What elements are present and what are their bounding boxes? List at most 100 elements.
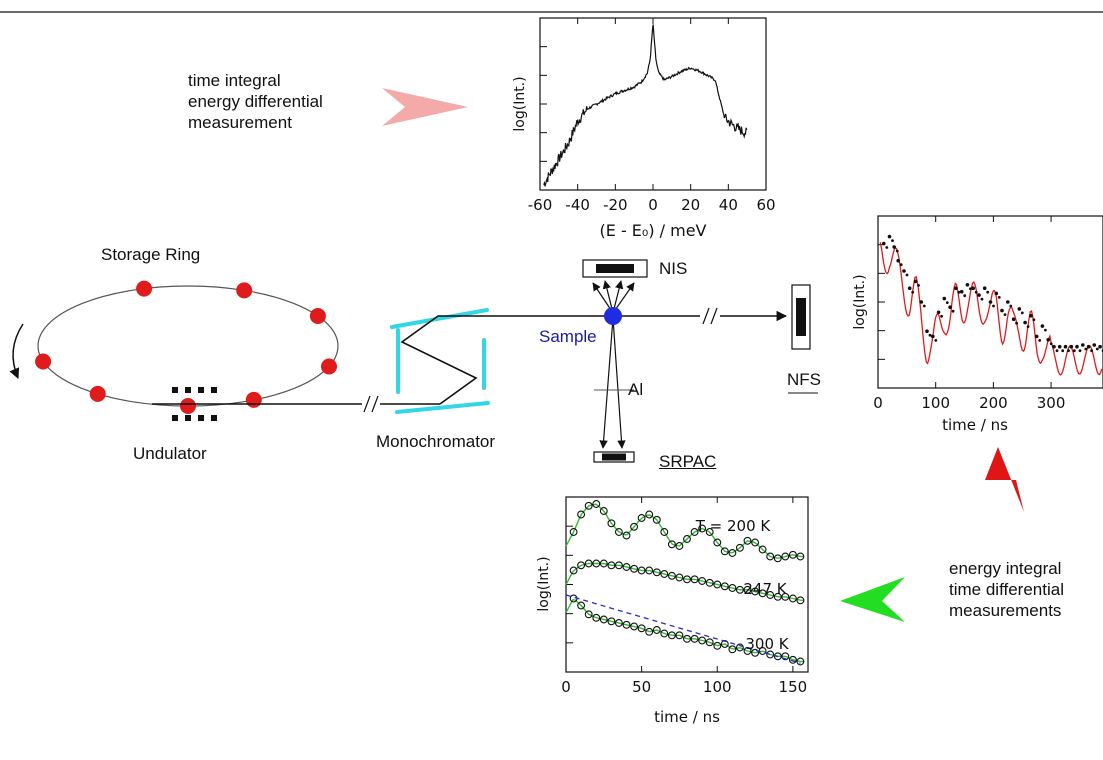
nfs-point bbox=[1029, 314, 1033, 318]
nfs-point-dense bbox=[1009, 305, 1012, 308]
energy-label-line-3: measurement bbox=[188, 112, 323, 133]
nfs-point bbox=[1023, 321, 1027, 325]
nfs-point bbox=[937, 311, 941, 315]
nfs-point-dense bbox=[917, 284, 920, 287]
nfs-point bbox=[1064, 345, 1068, 349]
nfs-point-dense bbox=[958, 291, 961, 294]
monochromator-label: Monochromator bbox=[376, 432, 495, 452]
nis-plot: -60 -40 -20 0 20 40 60 (E - E₀) / meV log(Int.… bbox=[512, 18, 776, 240]
electron-bunch-8 bbox=[136, 281, 152, 297]
nfs-point bbox=[971, 286, 975, 290]
undulator-label: Undulator bbox=[133, 444, 207, 464]
nfs-point bbox=[1087, 345, 1091, 349]
nfs-point bbox=[896, 259, 900, 263]
nfs-point-dense bbox=[981, 298, 984, 301]
sample-dot bbox=[604, 307, 622, 325]
energy-measurement-arrow bbox=[382, 88, 468, 126]
al-label: Al bbox=[628, 380, 643, 400]
nfs-point bbox=[914, 280, 918, 284]
nfs-point bbox=[948, 305, 952, 309]
time-label-line-3: measurements bbox=[949, 600, 1064, 621]
x-tick-label: 20 bbox=[681, 196, 700, 214]
x-tick-label: -40 bbox=[565, 196, 590, 214]
nfs-point-dense bbox=[1021, 312, 1024, 315]
time-measurement-arrow bbox=[840, 577, 905, 622]
x-tick-label: 100 bbox=[921, 394, 950, 412]
nis-detector-element bbox=[596, 264, 634, 273]
nfs-point bbox=[954, 286, 958, 290]
nfs-point bbox=[1006, 300, 1010, 304]
nfs-point bbox=[925, 329, 929, 333]
nfs-point-dense bbox=[1061, 349, 1064, 352]
electron-bunches bbox=[35, 281, 337, 414]
nfs-point-dense bbox=[1015, 322, 1018, 325]
nfs-point bbox=[1012, 317, 1016, 321]
nfs-point bbox=[943, 297, 947, 301]
nfs-point-dense bbox=[1004, 313, 1007, 316]
nfs-point-dense bbox=[1073, 349, 1076, 352]
nfs-point-dense bbox=[963, 294, 966, 297]
nfs-label: NFS bbox=[787, 370, 821, 390]
nfs-point-dense bbox=[992, 305, 995, 308]
electron-bunch-1 bbox=[35, 354, 51, 370]
nfs-point-dense bbox=[1096, 348, 1099, 351]
nis-y-axis-label: log(Int.) bbox=[512, 76, 528, 131]
nfs-point-dense bbox=[1056, 349, 1059, 352]
energy-label-line-2: energy differential bbox=[188, 91, 323, 112]
nfs-point bbox=[995, 292, 999, 296]
storage-ring-label: Storage Ring bbox=[101, 245, 200, 265]
x-tick-label: 100 bbox=[703, 678, 732, 696]
nis-label: NIS bbox=[659, 259, 687, 279]
x-tick-label: 150 bbox=[779, 678, 808, 696]
time-measurement-label: energy integral time differential measur… bbox=[949, 558, 1064, 621]
energy-measurement-label: time integral energy differential measur… bbox=[188, 70, 323, 133]
ring-direction-arrow bbox=[13, 324, 23, 378]
nfs-plot: 0 100 200 300 time / ns log(Int.) bbox=[852, 216, 1103, 434]
nfs-point-dense bbox=[934, 339, 937, 342]
nfs-point bbox=[983, 286, 987, 290]
energy-label-line-1: time integral bbox=[188, 70, 323, 91]
electron-bunch-4 bbox=[246, 392, 262, 408]
nfs-point-dense bbox=[998, 296, 1001, 299]
nfs-point-dense bbox=[896, 250, 899, 253]
x-tick-label: 40 bbox=[719, 196, 738, 214]
time-label-line-1: energy integral bbox=[949, 558, 1064, 579]
srpac-tick-labels: 0 50 100 150 bbox=[561, 678, 807, 696]
nfs-point-dense bbox=[986, 291, 989, 294]
nfs-point bbox=[1052, 345, 1056, 349]
nfs-y-axis-label: log(Int.) bbox=[852, 274, 868, 329]
x-tick-label: -20 bbox=[603, 196, 628, 214]
nis-plot-frame bbox=[540, 18, 766, 190]
electron-bunch-2 bbox=[90, 386, 106, 402]
nfs-point bbox=[1081, 343, 1085, 347]
nfs-point bbox=[908, 286, 912, 290]
nfs-point-dense bbox=[940, 315, 943, 318]
nis-tick-labels: -60 -40 -20 0 20 40 60 bbox=[528, 196, 776, 214]
srpac-series-label-200k: T = 200 K bbox=[695, 517, 772, 535]
nfs-point-dense bbox=[1079, 349, 1082, 352]
x-tick-label: 200 bbox=[979, 394, 1008, 412]
nfs-point bbox=[1058, 345, 1062, 349]
nfs-point-dense bbox=[929, 334, 932, 337]
nfs-point bbox=[1098, 345, 1102, 349]
nfs-point bbox=[1093, 343, 1097, 347]
nfs-point-dense bbox=[1027, 325, 1030, 328]
nfs-point bbox=[1000, 309, 1004, 313]
nfs-point-dense bbox=[969, 287, 972, 290]
electron-bunch-3 bbox=[180, 398, 196, 414]
nfs-point bbox=[966, 283, 970, 287]
nfs-point-dense bbox=[946, 301, 949, 304]
nfs-point-dense bbox=[1067, 349, 1070, 352]
srpac-series-label-247k: 247 K bbox=[743, 580, 787, 598]
nfs-point-dense bbox=[1033, 318, 1036, 321]
x-tick-label: 0 bbox=[561, 678, 571, 696]
x-tick-label: 60 bbox=[756, 196, 775, 214]
x-tick-label: 300 bbox=[1037, 394, 1066, 412]
nfs-tick-labels: 0 100 200 300 bbox=[873, 394, 1065, 412]
nfs-detector-element bbox=[796, 298, 806, 336]
nfs-point-dense bbox=[900, 263, 903, 266]
srpac-x-axis-label: time / ns bbox=[654, 708, 720, 726]
nfs-point bbox=[989, 300, 993, 304]
nfs-point bbox=[1070, 345, 1074, 349]
